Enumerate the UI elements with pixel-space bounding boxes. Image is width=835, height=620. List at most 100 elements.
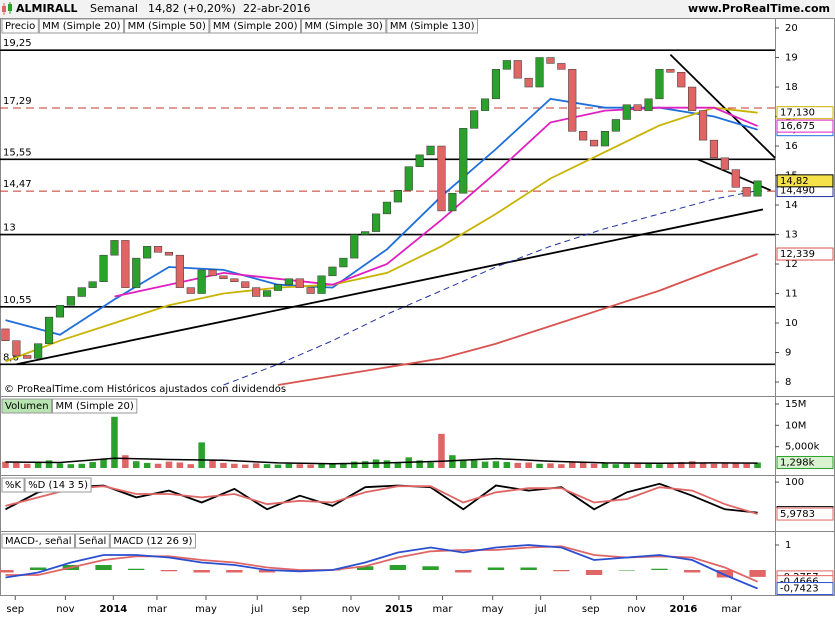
histogram-bar (651, 568, 668, 570)
date: 22-abr-2016 (243, 2, 310, 15)
volume-bar (558, 464, 565, 469)
volume-bar (34, 462, 42, 469)
candle (698, 110, 708, 141)
legend-entry: %K (5, 480, 22, 491)
legend-box (209, 18, 302, 34)
quote: 14,82 (+0,20%) (148, 2, 236, 15)
candle (208, 269, 217, 277)
histogram-bar (356, 566, 374, 570)
candle (230, 278, 239, 282)
volume-bar (481, 461, 489, 469)
histogram-bar (455, 570, 472, 573)
x-tick-label: sep (292, 604, 310, 615)
candle (622, 104, 631, 120)
value-tag-box (776, 174, 834, 188)
moving-average (277, 253, 758, 386)
legend-box (301, 18, 387, 34)
histogram-bar (193, 570, 210, 573)
volume-bar (525, 462, 532, 469)
histogram-bar (487, 567, 505, 570)
level-label: 15,55 (3, 147, 32, 158)
value-tag: 5,9783 (780, 509, 815, 520)
candle (633, 104, 642, 111)
legend-box (109, 533, 196, 549)
value-tag-box (776, 507, 834, 521)
candle (23, 355, 32, 359)
candle (720, 157, 729, 170)
value-tag: 14,82 (780, 176, 809, 187)
candle (252, 287, 261, 297)
y-tick-label: 18 (785, 82, 798, 93)
candle (502, 60, 511, 70)
level-label: 14,47 (3, 179, 32, 190)
y-tick-label: 20 (785, 23, 798, 34)
legend-box (24, 477, 92, 493)
x-tick-label: sep (6, 604, 24, 615)
y-tick-label: 10M (785, 420, 806, 431)
volume-bar (154, 463, 162, 469)
x-tick-label: sep (582, 604, 600, 615)
symbol: ALMIRALL (16, 2, 78, 15)
volume-bar (329, 463, 336, 469)
volume-bar (612, 464, 620, 469)
legend-box (1, 477, 25, 493)
y-tick-label: 9 (785, 348, 791, 359)
volume-bar (721, 462, 729, 469)
legend-entry: MM (Simple 20) (56, 401, 134, 412)
volume-bar (438, 433, 445, 469)
candle (44, 316, 54, 344)
value-tag-box (776, 119, 834, 133)
volume-bar (231, 463, 238, 469)
candle (77, 287, 86, 297)
level-label: 13 (3, 223, 16, 234)
legend-box (1, 18, 39, 34)
candle (328, 266, 337, 277)
candle (524, 77, 533, 88)
legend-box (124, 18, 210, 34)
macd-line (5, 544, 758, 590)
legend-entry: Precio (5, 21, 35, 32)
candle (66, 296, 75, 306)
volume-bar (394, 462, 402, 469)
candle (579, 131, 588, 141)
header-bar (0, 0, 835, 18)
volume-bar (710, 463, 718, 469)
oscillator-line (5, 482, 758, 514)
volume-average (5, 457, 758, 465)
volume-bar (340, 462, 347, 469)
volume-bar (89, 462, 96, 469)
candle (371, 213, 381, 232)
histogram-bar (258, 570, 276, 573)
volume-bar (361, 461, 369, 469)
volume-bar (579, 462, 587, 469)
value-tag: -0,7423 (780, 584, 819, 595)
candle (12, 340, 21, 356)
legend-entry: MM (Simple 20) (42, 21, 120, 32)
candle (600, 131, 610, 147)
volume-bar (176, 462, 184, 469)
histogram-bar (716, 570, 734, 578)
histogram-bar (389, 565, 407, 570)
histogram-bar (422, 566, 439, 570)
volume-bar (45, 460, 53, 469)
legend-entry: MM (Simple 130) (390, 21, 475, 32)
volume-bar (514, 462, 522, 469)
histogram-bar (0, 570, 14, 573)
volume-bar (285, 463, 293, 469)
volume-bar (122, 455, 129, 469)
legend-box (75, 533, 110, 549)
candle (219, 275, 228, 280)
volume-bar (688, 461, 696, 469)
volume-bar (274, 464, 282, 469)
volume-bar (470, 460, 478, 469)
y-tick-label: 19 (785, 53, 798, 64)
candle (742, 187, 751, 197)
volume-bar (645, 463, 652, 469)
x-tick-label: mar (433, 604, 454, 615)
x-tick-label: 2014 (99, 604, 127, 615)
candle (197, 269, 206, 294)
volume-bar (667, 463, 674, 469)
histogram-bar (683, 570, 701, 573)
legend-entry: %D (14 3 5) (28, 480, 88, 491)
volume-bar (383, 460, 391, 469)
